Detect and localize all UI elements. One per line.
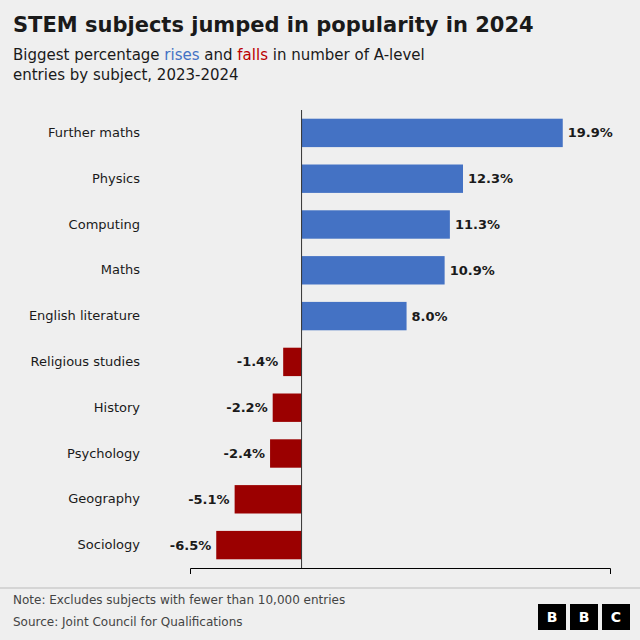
logo-box — [538, 604, 566, 630]
title: STEM subjects jumped in popularity in 20… — [13, 13, 534, 37]
logo-letter: C — [611, 609, 621, 625]
y-tick-label: Further maths — [48, 125, 140, 140]
x-axis-line — [191, 569, 611, 575]
bar — [270, 439, 302, 467]
bar — [216, 531, 301, 559]
subtitle-part: falls — [237, 46, 268, 64]
y-tick-label: Computing — [69, 217, 140, 232]
bar — [302, 302, 407, 330]
source: Source: Joint Council for Qualifications — [13, 615, 243, 629]
subtitle: Biggest percentage rises and falls in nu… — [13, 46, 425, 64]
data-label: -1.4% — [237, 354, 278, 369]
y-tick-label: Physics — [92, 171, 140, 186]
y-tick-label: Maths — [101, 262, 141, 277]
bar — [283, 348, 301, 376]
y-tick-label: Psychology — [67, 446, 140, 461]
y-tick: Geography — [68, 491, 140, 506]
bar — [302, 119, 563, 147]
data-label: 8.0% — [412, 309, 448, 324]
y-tick: Further maths — [48, 125, 140, 140]
data-label: -2.2% — [226, 400, 267, 415]
logo-box — [602, 604, 630, 630]
logo-box — [570, 604, 598, 630]
y-tick: Psychology — [67, 446, 140, 461]
bar — [302, 256, 445, 284]
bars — [216, 119, 563, 560]
subtitle-part: Biggest percentage — [13, 46, 164, 64]
y-tick-label: English literature — [29, 308, 140, 323]
y-tick-label: Sociology — [78, 537, 141, 552]
subtitle-part: in number of A-level — [268, 46, 425, 64]
y-axis: Further maths Physics Computing Maths Englis… — [29, 125, 140, 552]
subtitle-part: rises — [164, 46, 199, 64]
logo: BBC — [538, 604, 630, 630]
data-label: 10.9% — [450, 263, 495, 278]
background — [0, 0, 640, 640]
plot: Further maths Physics Computing Maths Englis… — [29, 110, 613, 574]
subtitle-part: and — [200, 46, 238, 64]
logo-letter: B — [579, 609, 590, 625]
bar — [273, 394, 302, 422]
bar — [302, 165, 463, 193]
x-axis — [191, 569, 611, 575]
footer-separator — [0, 588, 640, 589]
data-label: -5.1% — [188, 492, 229, 507]
data-label: 19.9% — [568, 125, 613, 140]
logo-letter: B — [547, 609, 558, 625]
y-tick-label: Geography — [68, 491, 140, 506]
y-tick: English literature — [29, 308, 140, 323]
zero-line — [301, 110, 302, 568]
y-tick: Computing — [69, 217, 140, 232]
y-tick: Religious studies — [31, 354, 141, 369]
subtitle-line2: entries by subject, 2023-2024 — [13, 66, 239, 84]
y-tick-label: History — [94, 400, 141, 415]
y-tick-label: Religious studies — [31, 354, 141, 369]
data-labels: 19.9% 12.3% 11.3% 10.9% 8.0% -1.4% -2.2% -2.4% -… — [170, 125, 613, 552]
y-tick: Sociology — [78, 537, 141, 552]
bar — [235, 485, 302, 513]
data-label: 11.3% — [455, 217, 500, 232]
y-tick: History — [94, 400, 141, 415]
data-label: 12.3% — [468, 171, 513, 186]
y-tick: Physics — [92, 171, 140, 186]
note: Note: Excludes subjects with fewer than … — [13, 593, 345, 607]
bar — [302, 210, 450, 238]
data-label: -6.5% — [170, 538, 211, 553]
y-tick: Maths — [101, 262, 141, 277]
data-label: -2.4% — [224, 446, 265, 461]
chart: STEM subjects jumped in popularity in 20… — [0, 0, 640, 640]
